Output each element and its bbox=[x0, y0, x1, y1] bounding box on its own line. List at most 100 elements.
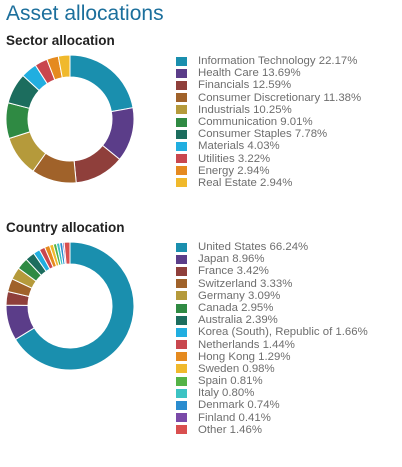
country-legend-value: 2.95% bbox=[237, 301, 274, 314]
country-legend-value: 0.80% bbox=[218, 387, 255, 400]
sector-legend-item-communication: Communication 9.01% bbox=[176, 116, 361, 128]
sector-legend-item-industrials: Industrials 10.25% bbox=[176, 104, 361, 116]
country-legend: United States 66.24% Japan 8.96% France 3.… bbox=[176, 241, 368, 436]
sector-legend-swatch bbox=[176, 154, 187, 164]
country-legend-value: 8.96% bbox=[229, 253, 265, 266]
sector-legend-item-materials: Materials 4.03% bbox=[176, 140, 361, 152]
country-legend-item-spain: Spain 0.81% bbox=[176, 375, 368, 387]
country-legend-swatch bbox=[176, 364, 187, 374]
sector-legend-label: Real Estate bbox=[198, 176, 257, 189]
country-legend-value: 1.66% bbox=[332, 326, 368, 339]
sector-legend-item-consumer-discretionary: Consumer Discretionary 11.38% bbox=[176, 92, 361, 104]
sector-allocation-title: Sector allocation bbox=[6, 33, 115, 48]
country-allocation-title: Country allocation bbox=[6, 220, 125, 235]
country-slice-other bbox=[63, 241, 71, 265]
country-slice-united-states bbox=[14, 241, 135, 371]
sector-legend-swatch bbox=[176, 129, 187, 139]
sector-legend-item-energy: Energy 2.94% bbox=[176, 165, 361, 177]
country-legend-label: Spain bbox=[198, 375, 228, 388]
country-legend-value: 0.98% bbox=[239, 362, 275, 375]
country-legend-swatch bbox=[176, 242, 187, 252]
sector-legend-swatch bbox=[176, 117, 187, 127]
country-legend-label: Korea (South), Republic of bbox=[198, 326, 333, 339]
country-legend-label: Netherlands bbox=[198, 338, 260, 351]
country-legend-label: Switzerland bbox=[198, 277, 257, 290]
country-legend-value: 1.46% bbox=[226, 423, 262, 436]
sector-legend-label: Information Technology bbox=[198, 55, 316, 67]
country-legend-value: 1.29% bbox=[255, 350, 291, 363]
country-legend-item-italy: Italy 0.80% bbox=[176, 387, 368, 399]
country-legend-item-finland: Finland 0.41% bbox=[176, 412, 368, 424]
country-legend-item-united-states: United States 66.24% bbox=[176, 241, 368, 253]
sector-legend-swatch bbox=[176, 80, 187, 90]
country-legend-item-netherlands: Netherlands 1.44% bbox=[176, 339, 368, 351]
country-legend-label: Australia bbox=[198, 314, 243, 327]
country-legend-swatch bbox=[176, 401, 187, 411]
country-legend-swatch bbox=[176, 327, 187, 337]
country-legend-value: 3.33% bbox=[256, 277, 293, 290]
country-legend-swatch bbox=[176, 388, 187, 398]
country-legend-label: Canada bbox=[198, 301, 238, 314]
country-legend-swatch bbox=[176, 279, 187, 289]
country-legend-swatch bbox=[176, 376, 187, 386]
sector-legend-value: 7.78% bbox=[291, 128, 328, 141]
sector-legend: Information Technology 22.17% Health Care… bbox=[176, 55, 361, 189]
country-legend-value: 2.39% bbox=[242, 314, 278, 327]
country-legend-swatch bbox=[176, 266, 187, 276]
sector-legend-swatch bbox=[176, 93, 187, 103]
sector-legend-swatch bbox=[176, 166, 187, 176]
country-legend-value: 3.42% bbox=[233, 265, 269, 278]
sector-legend-item-information-technology: Information Technology 22.17% bbox=[176, 55, 361, 67]
sector-legend-label: Financials bbox=[198, 79, 250, 92]
country-legend-swatch bbox=[176, 303, 187, 313]
sector-legend-value: 4.03% bbox=[244, 140, 280, 153]
sector-legend-label: Communication bbox=[198, 115, 278, 128]
sector-legend-swatch bbox=[176, 105, 187, 115]
sector-legend-value: 10.25% bbox=[249, 103, 292, 116]
sector-legend-value: 2.94% bbox=[256, 176, 293, 189]
page-title: Asset allocations bbox=[6, 2, 164, 25]
country-legend-label: Other bbox=[198, 423, 227, 436]
country-legend-label: Sweden bbox=[198, 362, 240, 375]
country-legend-swatch bbox=[176, 254, 187, 264]
sector-legend-label: Consumer Staples bbox=[198, 128, 292, 141]
country-legend-label: Denmark bbox=[198, 399, 245, 412]
sector-legend-label: Utilities bbox=[198, 152, 235, 165]
country-legend-value: 3.09% bbox=[244, 289, 281, 302]
country-legend-value: 0.41% bbox=[235, 411, 271, 424]
country-legend-swatch bbox=[176, 352, 187, 362]
country-legend-swatch bbox=[176, 425, 187, 435]
country-legend-item-france: France 3.42% bbox=[176, 265, 368, 277]
country-legend-label: Japan bbox=[198, 253, 230, 266]
country-legend-item-canada: Canada 2.95% bbox=[176, 302, 368, 314]
sector-slice-information-technology bbox=[69, 54, 134, 113]
country-legend-swatch bbox=[176, 315, 187, 325]
sector-legend-value: 3.22% bbox=[234, 152, 271, 165]
country-legend-value: 0.81% bbox=[227, 375, 263, 388]
country-legend-swatch bbox=[176, 291, 187, 301]
country-legend-item-sweden: Sweden 0.98% bbox=[176, 363, 368, 375]
sector-slice-real-estate bbox=[57, 54, 71, 79]
country-legend-item-korea-south-republic-of: Korea (South), Republic of 1.66% bbox=[176, 326, 368, 338]
sector-legend-swatch bbox=[176, 56, 187, 66]
country-legend-item-japan: Japan 8.96% bbox=[176, 253, 368, 265]
country-legend-label: France bbox=[198, 265, 234, 278]
country-legend-value: 0.74% bbox=[244, 399, 280, 412]
sector-legend-value: 13.69% bbox=[258, 67, 301, 80]
country-legend-value: 66.24% bbox=[266, 241, 309, 253]
country-legend-item-hong-kong: Hong Kong 1.29% bbox=[176, 351, 368, 363]
sector-legend-item-utilities: Utilities 3.22% bbox=[176, 153, 361, 165]
sector-legend-label: Energy bbox=[198, 164, 235, 177]
sector-legend-swatch bbox=[176, 141, 187, 151]
country-legend-item-other: Other 1.46% bbox=[176, 424, 368, 436]
country-legend-item-germany: Germany 3.09% bbox=[176, 290, 368, 302]
sector-legend-value: 2.94% bbox=[234, 164, 270, 177]
sector-legend-item-financials: Financials 12.59% bbox=[176, 79, 361, 91]
country-legend-swatch bbox=[176, 413, 187, 423]
sector-legend-item-health-care: Health Care 13.69% bbox=[176, 67, 361, 79]
country-legend-item-denmark: Denmark 0.74% bbox=[176, 399, 368, 411]
country-legend-label: Germany bbox=[198, 289, 245, 302]
sector-legend-label: Consumer Discretionary bbox=[198, 91, 321, 104]
sector-slice-communication bbox=[5, 102, 31, 140]
sector-legend-item-consumer-staples: Consumer Staples 7.78% bbox=[176, 128, 361, 140]
